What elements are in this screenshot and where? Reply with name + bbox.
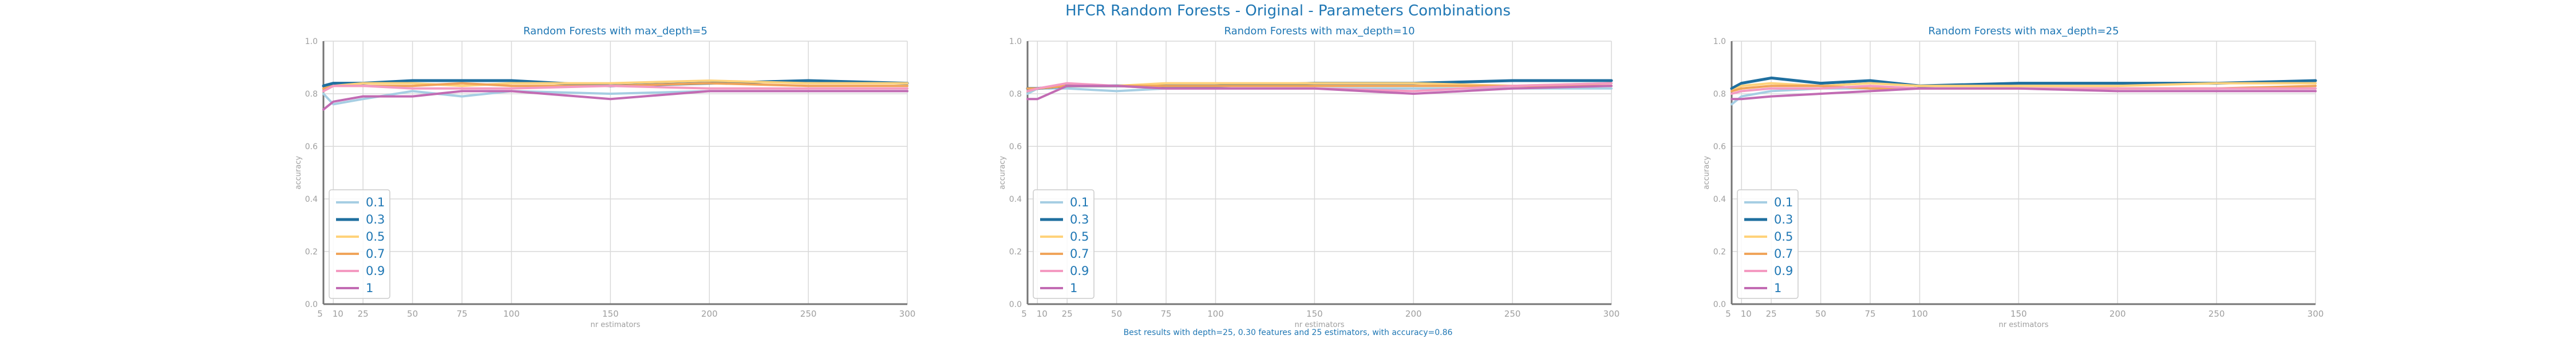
legend-label: 0.3 — [366, 213, 385, 226]
x-tick-label: 300 — [2308, 309, 2324, 319]
legend-label: 0.1 — [1070, 196, 1089, 209]
x-tick-label: 5 — [317, 309, 323, 319]
subplot-2: 5 10 25 50 75 100 150 200 250 300 0.0 0.2 0.4 0.6 0.8 1… — [998, 25, 1619, 329]
x-tick-label: 75 — [456, 309, 467, 319]
x-tick-label: 50 — [1815, 309, 1826, 319]
x-tick-label: 50 — [407, 309, 418, 319]
y-tick-label: 1.0 — [305, 37, 318, 46]
y-tick-label: 0.4 — [1009, 195, 1022, 204]
figure-title: HFCR Random Forests - Original - Paramet… — [1065, 2, 1511, 19]
legend-label: 0.9 — [366, 264, 385, 278]
x-tick-label: 200 — [701, 309, 718, 319]
y-tick-label: 0.0 — [1009, 300, 1022, 309]
best-results-note: Best results with depth=25, 0.30 feature… — [1123, 328, 1453, 337]
series-line-0.9 — [1730, 85, 2317, 95]
x-axis-label: nr estimators — [1999, 321, 2049, 329]
x-tick-label: 250 — [1504, 309, 1521, 319]
y-tick-label: 1.0 — [1713, 37, 1726, 46]
y-tick-label: 0.2 — [1713, 248, 1726, 257]
series-line-1 — [1026, 85, 1613, 101]
legend-label: 0.1 — [1774, 196, 1793, 209]
x-tick-label: 75 — [1864, 309, 1875, 319]
x-tick-label: 300 — [1603, 309, 1620, 319]
x-tick-label: 150 — [602, 309, 619, 319]
legend-label: 1 — [1070, 281, 1077, 295]
legend-label: 0.9 — [1774, 264, 1793, 278]
y-tick-label: 0.2 — [305, 248, 318, 257]
legend-label: 0.7 — [366, 247, 385, 261]
y-tick-label: 0.6 — [1713, 142, 1726, 151]
series-line-1 — [322, 90, 908, 111]
x-tick-label: 75 — [1160, 309, 1171, 319]
x-tick-label: 150 — [2010, 309, 2027, 319]
x-tick-label: 250 — [2208, 309, 2225, 319]
subplot-title: Random Forests with max_depth=25 — [1928, 25, 2119, 37]
x-axis-label: nr estimators — [1295, 321, 1345, 329]
legend-label: 1 — [366, 281, 373, 295]
series-line-0.5 — [1730, 82, 2317, 93]
y-axis-label: accuracy — [998, 155, 1007, 189]
x-tick-label: 10 — [1037, 309, 1048, 319]
y-tick-label: 0.8 — [1009, 90, 1022, 99]
legend-label: 0.7 — [1774, 247, 1793, 261]
x-tick-label: 250 — [800, 309, 817, 319]
x-tick-label: 25 — [358, 309, 369, 319]
series-line-1 — [1730, 87, 2317, 101]
series-line-0.3 — [1730, 76, 2317, 90]
y-tick-label: 1.0 — [1009, 37, 1022, 46]
subplot-title: Random Forests with max_depth=5 — [523, 25, 708, 37]
y-tick-label: 0.8 — [1713, 90, 1726, 99]
y-tick-label: 0.4 — [1713, 195, 1726, 204]
legend-label: 0.1 — [366, 196, 385, 209]
y-tick-label: 0.2 — [1009, 248, 1022, 257]
y-tick-label: 0.6 — [1009, 142, 1022, 151]
x-tick-label: 100 — [1207, 309, 1224, 319]
series-line-0.9 — [322, 85, 908, 93]
y-tick-label: 0.8 — [305, 90, 318, 99]
series-line-0.7 — [1026, 85, 1613, 90]
x-tick-label: 10 — [333, 309, 343, 319]
x-tick-label: 100 — [503, 309, 520, 319]
y-tick-label: 0.0 — [305, 300, 318, 309]
y-tick-label: 0.0 — [1713, 300, 1726, 309]
x-tick-label: 50 — [1111, 309, 1122, 319]
subplot-title: Random Forests with max_depth=10 — [1224, 25, 1415, 37]
x-axis-label: nr estimators — [591, 321, 641, 329]
x-tick-label: 150 — [1306, 309, 1323, 319]
x-tick-label: 300 — [899, 309, 916, 319]
x-tick-label: 25 — [1766, 309, 1777, 319]
subplot-3: 5 10 25 50 75 100 150 200 250 300 0.0 0.2 0.4 0.6 0.8 1… — [1702, 25, 2324, 329]
x-tick-label: 100 — [1911, 309, 1928, 319]
y-tick-label: 0.6 — [305, 142, 318, 151]
subplot-1: 5 10 25 50 75 100 150 200 250 300 0.0 0.2 0.4 0.6 0.8 1… — [294, 25, 915, 329]
y-axis-label: accuracy — [1702, 155, 1711, 189]
legend-label: 0.3 — [1070, 213, 1089, 226]
legend-label: 0.3 — [1774, 213, 1793, 226]
legend-label: 1 — [1774, 281, 1781, 295]
x-tick-label: 200 — [2109, 309, 2126, 319]
legend-label: 0.9 — [1070, 264, 1089, 278]
y-axis-label: accuracy — [294, 155, 303, 189]
x-tick-label: 5 — [1021, 309, 1027, 319]
legend-label: 0.7 — [1070, 247, 1089, 261]
x-tick-label: 10 — [1741, 309, 1752, 319]
y-tick-label: 0.4 — [305, 195, 318, 204]
x-tick-label: 25 — [1062, 309, 1073, 319]
legend-label: 0.5 — [1774, 230, 1793, 244]
legend-label: 0.5 — [1070, 230, 1089, 244]
x-tick-label: 5 — [1725, 309, 1731, 319]
x-tick-label: 200 — [1405, 309, 1422, 319]
legend-label: 0.5 — [366, 230, 385, 244]
